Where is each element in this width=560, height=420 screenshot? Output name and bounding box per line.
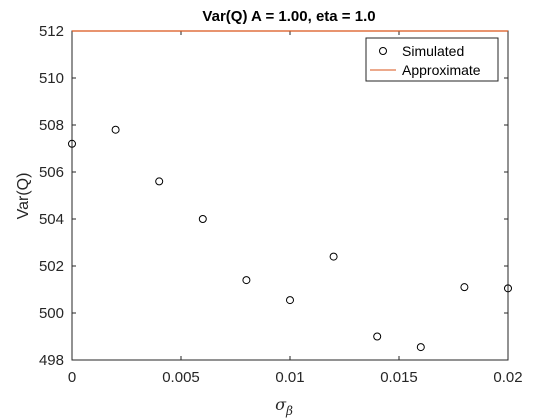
legend-simulated-label: Simulated	[402, 43, 464, 59]
simulated-point	[330, 253, 337, 260]
y-tick-label: 512	[39, 23, 64, 40]
y-tick-label: 498	[39, 352, 64, 369]
simulated-point	[287, 297, 294, 304]
simulated-point	[112, 126, 119, 133]
simulated-point	[374, 333, 381, 340]
y-tick-label: 502	[39, 258, 64, 275]
y-tick-label: 508	[39, 117, 64, 134]
legend: Simulated Approximate	[366, 38, 498, 81]
x-tick-label: 0	[68, 369, 76, 386]
y-tick-label: 506	[39, 164, 64, 181]
x-axis-label-subscript: β	[285, 404, 293, 418]
simulated-point	[417, 344, 424, 351]
x-tick-label: 0.02	[493, 369, 522, 386]
x-tick-label: 0.015	[380, 369, 418, 386]
simulated-point	[461, 284, 468, 291]
y-tick-label: 500	[39, 305, 64, 322]
x-tick-label: 0.005	[162, 369, 200, 386]
legend-approximate-label: Approximate	[402, 62, 481, 78]
simulated-point	[243, 277, 250, 284]
y-axis-label: Var(Q)	[15, 173, 32, 220]
x-axis-label: σβ	[275, 395, 293, 418]
x-tick-label: 0.01	[275, 369, 304, 386]
simulated-point	[156, 178, 163, 185]
simulated-point	[199, 216, 206, 223]
y-tick-label: 504	[39, 211, 64, 228]
chart-title: Var(Q) A = 1.00, eta = 1.0	[202, 8, 375, 25]
y-tick-label: 510	[39, 70, 64, 87]
